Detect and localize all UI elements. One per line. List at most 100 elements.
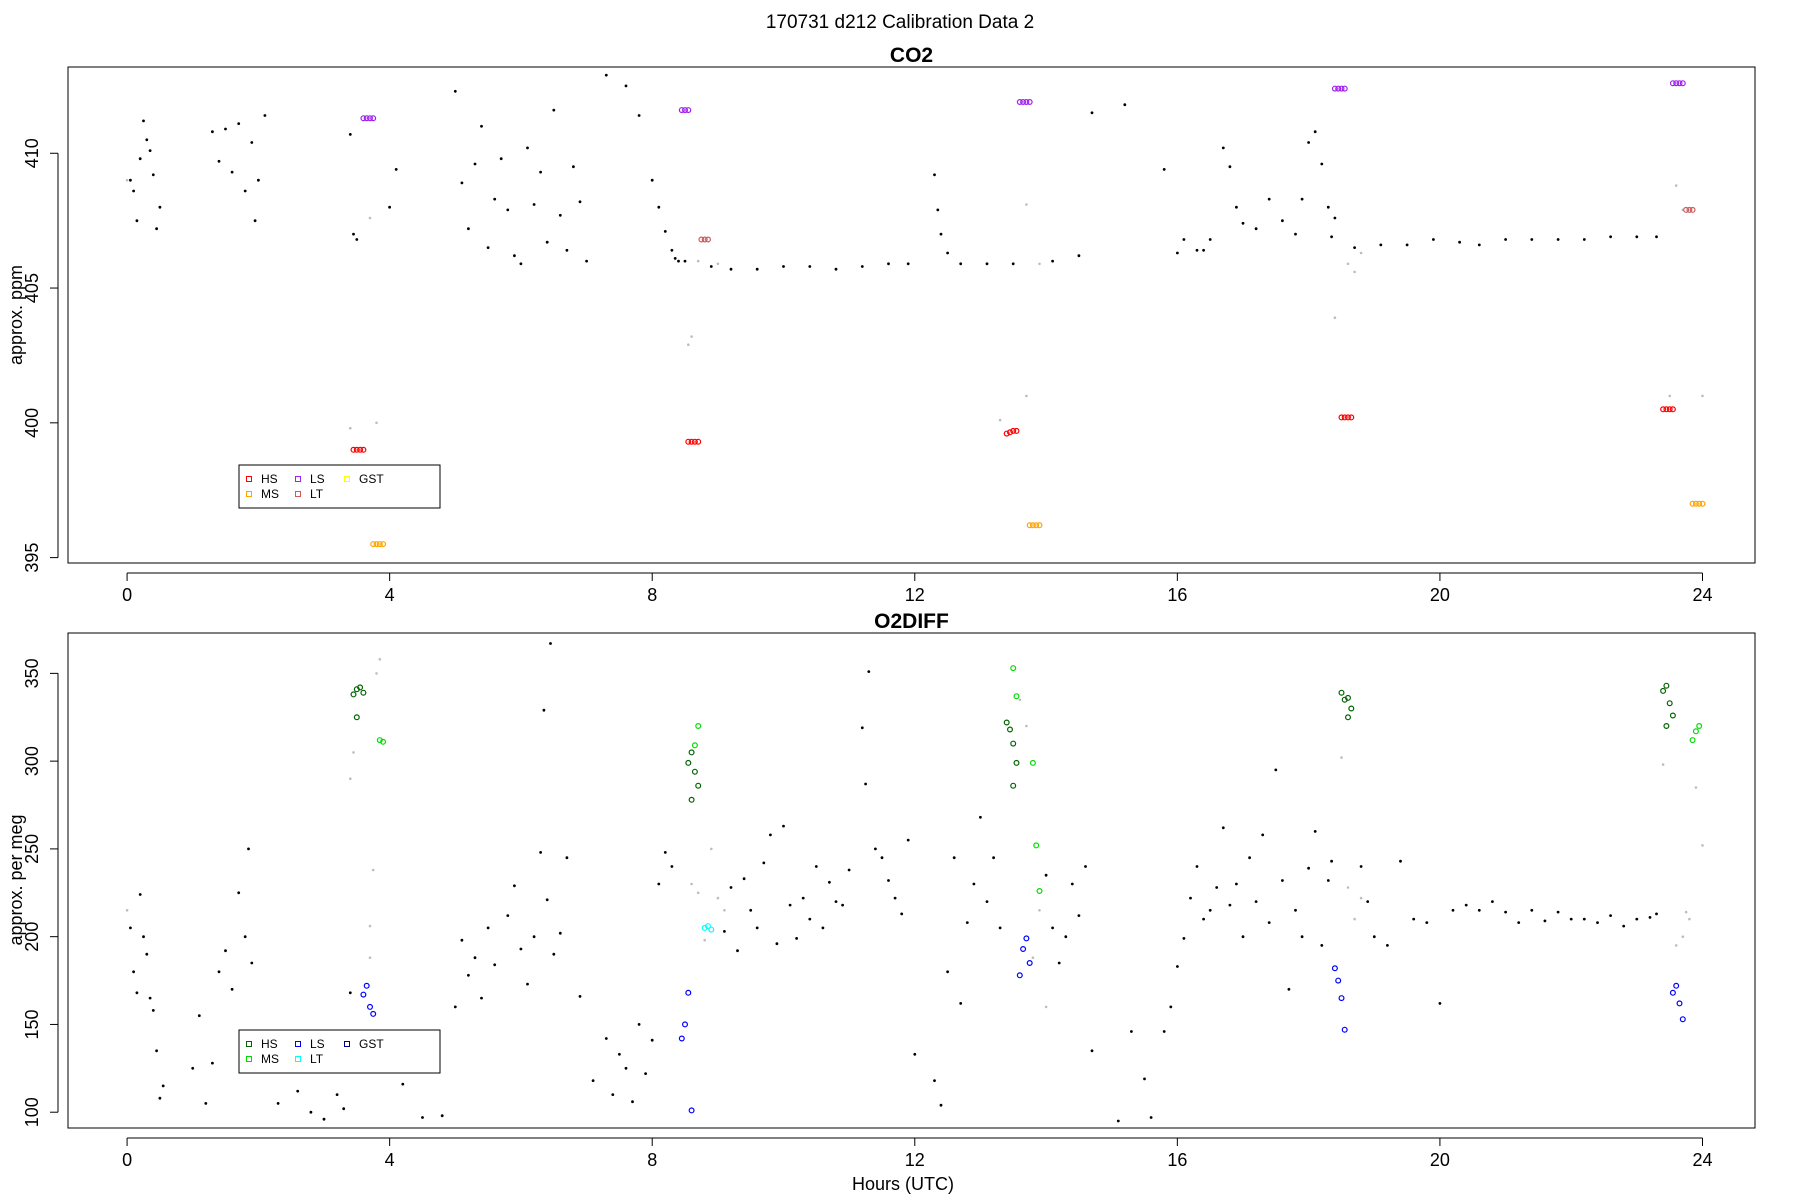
o2diff-data-point — [1248, 856, 1251, 860]
co2-hs-point — [1003, 430, 1010, 437]
co2-data-point — [1432, 238, 1435, 241]
o2diff-data-point — [1169, 1005, 1173, 1009]
o2diff-data-point — [480, 996, 483, 1000]
o2diff-data-point — [1176, 965, 1179, 968]
o2diff-flagged-point — [696, 891, 700, 895]
co2-data-point — [1313, 130, 1317, 134]
o2diff-data-point — [1477, 908, 1481, 912]
co2-data-point — [250, 141, 254, 144]
o2diff-hs-point — [1666, 700, 1673, 707]
o2diff-legend-label: LT — [310, 1052, 324, 1066]
co2-hs-point — [1013, 427, 1020, 434]
o2diff-data-point — [135, 991, 139, 995]
o2diff-data-point — [769, 833, 772, 837]
o2diff-data-point — [132, 970, 136, 974]
co2-ls-point — [1341, 85, 1348, 92]
o2diff-data-point — [532, 935, 536, 939]
co2-plot-area — [125, 73, 1706, 548]
co2-data-point — [460, 181, 464, 185]
o2diff-data-point — [1543, 919, 1547, 923]
co2-data-point — [1530, 238, 1534, 241]
co2-ls-point — [1335, 85, 1342, 92]
o2diff-flagged-point — [1674, 944, 1678, 947]
co2-data-point — [677, 259, 680, 263]
co2-data-point — [545, 240, 549, 244]
co2-flagged-point — [368, 216, 372, 220]
o2diff-data-point — [624, 1066, 628, 1070]
o2diff-data-point — [906, 838, 910, 842]
o2diff-hs-point — [1348, 705, 1355, 712]
o2diff-data-point — [1438, 1002, 1442, 1005]
o2diff-legend-label: GST — [359, 1037, 384, 1051]
co2-data-point — [808, 265, 812, 268]
co2-data-point — [263, 114, 267, 117]
co2-flagged-point — [1353, 270, 1356, 274]
co2-data-point — [985, 262, 989, 266]
co2-hs-point — [360, 446, 367, 453]
o2diff-flagged-point — [1661, 763, 1665, 766]
o2diff-data-point — [887, 879, 890, 882]
o2diff-data-point — [1215, 886, 1219, 889]
o2diff-data-point — [1372, 935, 1376, 939]
o2diff-ms-point — [1013, 693, 1020, 700]
co2-ms-point — [1033, 522, 1040, 529]
o2diff-ls-point — [1016, 972, 1023, 979]
co2-ls-point — [1338, 85, 1345, 92]
co2-data-point — [145, 138, 149, 142]
o2diff-data-point — [1064, 935, 1068, 939]
o2diff-data-point — [1556, 910, 1560, 914]
o2diff-data-point — [795, 937, 798, 940]
o2diff-hs-point — [685, 759, 692, 766]
o2diff-data-point — [1287, 987, 1291, 991]
o2diff-data-point — [1241, 935, 1245, 939]
o2diff-ms-point — [1692, 728, 1699, 735]
o2diff-flagged-point — [1346, 886, 1350, 889]
o2diff-data-point — [1130, 1030, 1133, 1033]
co2-panel: CO2 approx. ppm 0 4 8 12 16 20 24 395 400 405 410 HSM… — [6, 44, 1756, 605]
co2-hs-point — [1344, 414, 1351, 421]
o2diff-lt-point — [704, 923, 711, 930]
o2diff-hs-point — [1013, 759, 1020, 766]
co2-data-point — [237, 122, 241, 125]
o2diff-data-point — [1307, 866, 1310, 870]
co2-data-point — [1320, 162, 1324, 166]
co2-data-point — [467, 227, 470, 231]
o2diff-data-point — [467, 973, 470, 977]
o2diff-data-point — [1366, 900, 1370, 903]
o2diff-data-point — [979, 815, 982, 819]
co2-legend-label: LT — [310, 487, 324, 501]
o2diff-data-point — [663, 851, 667, 854]
co2-data-point — [539, 170, 542, 174]
o2diff-flagged-point — [703, 938, 706, 942]
o2diff-data-point — [348, 991, 352, 995]
o2diff-y-tick-label: 250 — [22, 834, 42, 864]
co2-hs-point — [350, 446, 357, 453]
co2-data-point — [558, 213, 562, 217]
co2-hs-point — [1010, 427, 1017, 434]
o2diff-data-point — [723, 930, 726, 933]
o2diff-data-point — [211, 1061, 214, 1065]
co2-hs-point — [685, 438, 692, 445]
o2diff-data-point — [972, 882, 976, 886]
o2diff-data-point — [874, 847, 877, 851]
o2diff-flagged-point — [716, 896, 720, 900]
co2-y-tick-label: 400 — [22, 408, 42, 438]
o2diff-data-point — [992, 856, 995, 860]
co2-data-point — [670, 248, 674, 252]
o2diff-data-point — [841, 903, 844, 907]
co2-data-point — [135, 219, 139, 223]
o2diff-data-point — [1655, 912, 1658, 916]
o2diff-data-point — [729, 886, 733, 889]
co2-data-point — [782, 265, 785, 268]
co2-lt-point — [701, 236, 708, 243]
o2diff-ls-point — [1341, 1026, 1348, 1033]
o2diff-ls-point — [1023, 935, 1030, 942]
o2diff-data-point — [1254, 900, 1258, 903]
o2diff-flagged-point — [723, 909, 726, 912]
o2diff-x-tick-label: 16 — [1167, 1150, 1187, 1170]
co2-x-tick-label: 24 — [1692, 585, 1712, 605]
o2diff-legend-marker — [295, 1056, 301, 1062]
